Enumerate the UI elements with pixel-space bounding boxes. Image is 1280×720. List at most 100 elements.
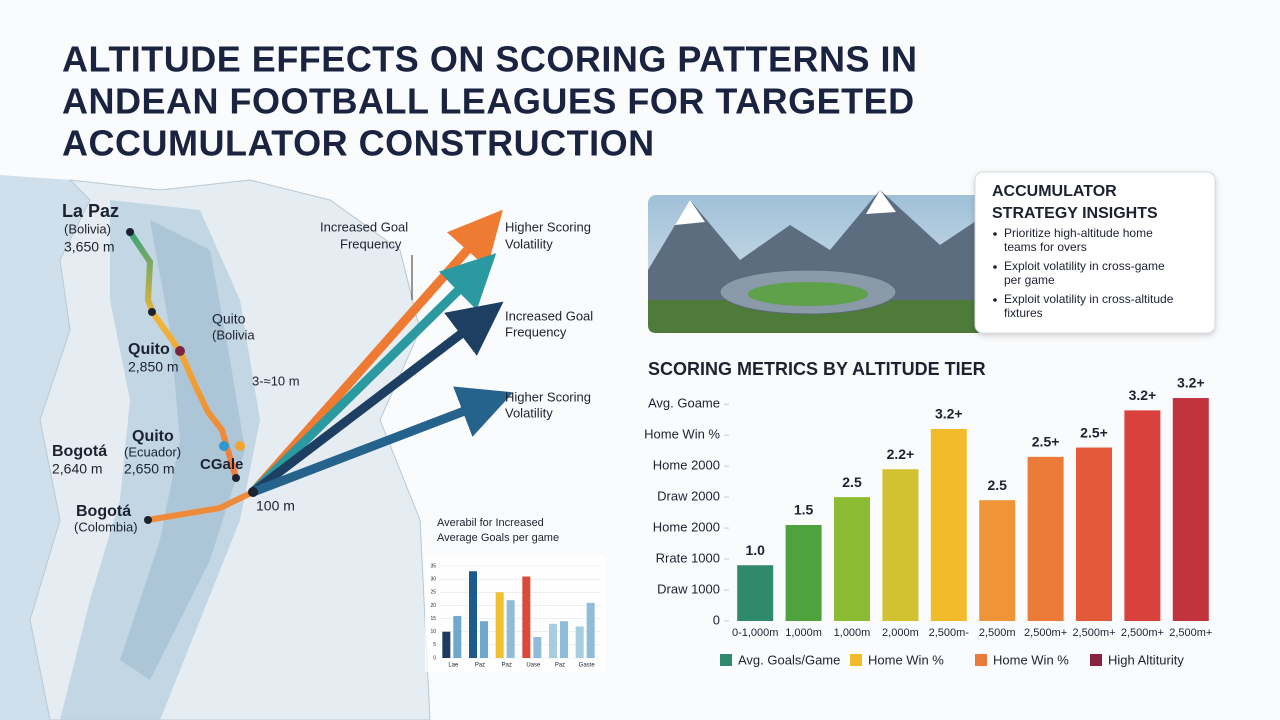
arrow-label: Volatility [505,236,553,251]
pitch [748,282,868,306]
inset-title: Average Goals per game [437,532,559,544]
title: ANDEAN FOOTBALL LEAGUES FOR TARGETED [62,81,915,122]
arrow-label: Higher Scoring [505,389,591,404]
insights-panel [974,171,1216,334]
legend-label: Home Win % [993,652,1069,667]
x-tick-label: 2,500m [979,627,1016,639]
chart-title: SCORING METRICS BY ALTITUDE TIER [648,359,986,379]
bar [560,621,568,658]
map-label: 2,640 m [52,461,103,477]
bar-label: 1.5 [794,502,814,518]
bar [1027,456,1064,621]
bullet [993,232,997,236]
map-label: CGale [200,456,243,473]
bar [575,626,584,658]
bar [495,592,504,658]
bar [737,565,774,621]
y-tick-label: 5 [433,642,436,648]
bar [442,631,451,658]
map-label: (Bolivia) [64,221,111,236]
insight-text: teams for overs [1004,240,1087,254]
bar [586,602,595,658]
y-tick-label: 0 [713,612,720,627]
x-tick-label: 2,500m+ [1072,627,1115,639]
x-tick-label: 2,500m+ [1169,627,1212,639]
y-tick-label: Home 2000 [653,520,720,535]
inset-title: Averabil for Increased [437,517,544,529]
bullet [993,298,997,302]
bar-label: 3.2+ [1129,387,1157,403]
y-tick-label: 35 [430,563,436,569]
bar [469,571,477,658]
arrow [250,301,504,496]
bar [549,623,557,658]
y-tick-label: 0 [433,655,436,661]
bar [882,469,919,621]
bar [453,615,462,658]
arrow-label: Higher Scoring [505,219,591,234]
insight-text: Prioritize high-altitude home [1004,226,1153,240]
bar-label: 3.2+ [935,406,963,422]
y-tick-label: 20 [430,603,436,609]
bar [533,636,542,658]
x-tick-label: Paz [475,663,485,669]
arrow-label: Volatility [505,405,553,420]
arrow-label: Frequency [505,324,567,339]
legend-swatch [850,654,862,666]
grass [648,300,985,333]
route [145,489,256,523]
bar-label: 2.2+ [887,446,915,462]
y-tick-label: Draw 2000 [657,489,720,504]
legend-label: Avg. Goals/Game [738,652,840,667]
legend-label: High Altiturity [1108,652,1184,667]
insights-title: STRATEGY INSIGHTS [992,205,1158,222]
map-label: La Paz [62,201,119,221]
mountains [648,190,985,300]
x-tick-label: Paz [555,663,565,669]
bar [506,600,515,658]
arrow [249,253,497,496]
x-tick-label: Gaste [579,663,596,669]
title: ACCUMULATOR CONSTRUCTION [62,123,655,164]
x-tick-label: 2,000m [882,627,919,639]
arrow-label: Frequency [340,236,402,251]
map-label: Bogotá [76,503,131,520]
insights-box [974,171,1216,334]
photo [648,190,985,333]
bar [785,524,822,621]
x-tick-label: 2,500m+ [1121,627,1164,639]
y-tick-label: Rrate 1000 [656,550,720,565]
bar-label: 2.5+ [1080,424,1108,440]
x-tick-label: 1,000m [785,627,822,639]
bar [930,428,967,621]
arrow-label: Increased Goal [505,308,593,323]
y-tick-label: 10 [430,629,436,635]
bar-label: 2.5 [987,477,1007,493]
arrow-label: Increased Goal [320,219,408,234]
x-tick-label: Paz [501,663,511,669]
map-label: (Colombia) [74,519,138,534]
bar-label: 2.5+ [1032,434,1060,450]
y-tick-label: 30 [430,576,436,582]
insight-text: fixtures [1004,306,1043,320]
bar [1172,398,1209,621]
city-dots [126,228,258,524]
map-label: 3-≈10 m [252,373,300,388]
map-label: 100 m [256,498,295,514]
map-label: Quito [212,311,246,327]
map-label: (Bolivia [212,327,255,342]
bar-label: 3.2+ [1177,375,1205,391]
arrows [249,209,514,497]
y-tick-label: Home 2000 [653,458,720,473]
bar [834,497,870,621]
insight-text: per game [1004,273,1055,287]
arrow [251,386,514,497]
y-tick-label: Draw 1000 [657,581,720,596]
y-tick-label: 15 [430,616,436,622]
x-tick-label: 1,000m [834,627,871,639]
legend-swatch [1090,654,1102,666]
map-label: Bogotá [52,443,107,460]
